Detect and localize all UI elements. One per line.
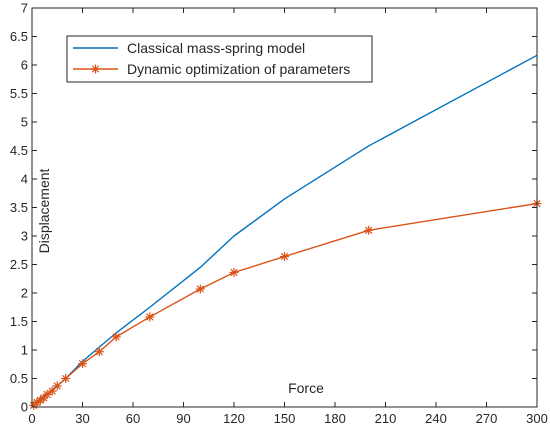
y-tick-label: 4 (21, 172, 28, 187)
legend-entry-dynamic: Dynamic optimization of parameters (127, 61, 350, 77)
x-tick-label: 300 (526, 411, 548, 426)
y-tick-label: 3 (21, 229, 28, 244)
x-tick-label: 0 (28, 411, 35, 426)
legend-asterisk-icon (91, 64, 100, 74)
data-point-marker (61, 374, 71, 383)
legend-entry-classical: Classical mass-spring model (127, 40, 305, 56)
y-tick-label: 2 (21, 286, 28, 301)
data-point-marker (94, 347, 104, 357)
legend: Classical mass-spring model Dynamic opti… (66, 35, 373, 83)
y-tick-label: 5 (21, 115, 28, 130)
x-tick-label: 210 (375, 411, 397, 426)
data-point-marker (52, 381, 62, 391)
x-axis-label: Force (288, 380, 324, 396)
x-tick-label: 180 (324, 411, 346, 426)
x-tick-label: 150 (274, 411, 296, 426)
data-point-marker (280, 252, 289, 262)
x-tick-label: 60 (126, 411, 140, 426)
legend-box (66, 35, 373, 83)
data-point-marker (195, 284, 205, 294)
y-tick-label: 4.5 (10, 143, 28, 158)
y-tick-label: 2.5 (10, 257, 28, 272)
ticks-layer: 0 30 60 90 120 150 180 210 240 270 300 0 0.5 1 1.5 2 2.5… (10, 1, 548, 427)
x-tick-label: 270 (476, 411, 498, 426)
x-tick-label: 30 (75, 411, 89, 426)
data-point-marker (229, 267, 239, 277)
data-point-marker (145, 312, 155, 322)
data-point-marker (364, 225, 374, 235)
y-tick-label: 7 (21, 1, 28, 16)
data-point-marker (78, 359, 87, 369)
x-tick-label: 90 (176, 411, 190, 426)
data-point-marker (42, 389, 52, 399)
x-tick-label: 120 (223, 411, 245, 426)
y-tick-label: 1 (21, 343, 28, 358)
data-point-marker (111, 332, 121, 342)
x-tick-label: 240 (425, 411, 447, 426)
y-axis-label: Displacement (36, 168, 52, 253)
y-tick-label: 0 (21, 400, 28, 415)
series-layer (29, 54, 542, 410)
y-tick-label: 5.5 (10, 86, 28, 101)
y-tick-label: 0.5 (10, 371, 28, 386)
y-tick-label: 1.5 (10, 314, 28, 329)
y-tick-label: 3.5 (10, 200, 28, 215)
legend-marker-dynamic (91, 64, 100, 74)
y-tick-label: 6 (21, 58, 28, 73)
y-tick-label: 6.5 (10, 29, 28, 44)
